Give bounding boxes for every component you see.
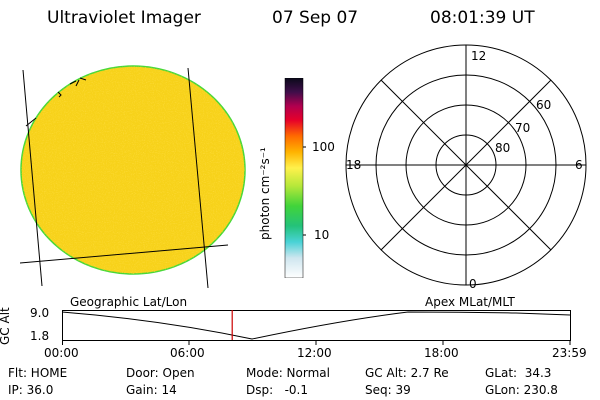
geo-meridian-left (22, 69, 43, 287)
status-gc-alt: GC Alt: 2.7 Re (365, 366, 449, 380)
uv-image-panel[interactable] (20, 58, 260, 290)
time-tick-3: 18:00 (424, 346, 459, 360)
mlt-18: 18 (346, 158, 361, 172)
time-tick-1: 06:00 (170, 346, 205, 360)
time-label: 08:01:39 UT (430, 8, 535, 28)
date-label: 07 Sep 07 (272, 8, 359, 28)
status-gain: Gain: 14 (126, 383, 177, 397)
altitude-curve (62, 311, 571, 340)
mlt-6: 6 (575, 158, 583, 172)
geo-meridian-right (187, 67, 209, 289)
status-glat: GLat: 34.3 (485, 366, 552, 380)
lat-80: 80 (495, 141, 510, 155)
status-glon: GLon: 230.8 (485, 383, 558, 397)
time-tick-4: 23:59 (552, 346, 587, 360)
instrument-title: Ultraviolet Imager (47, 8, 201, 28)
lat-70: 70 (515, 121, 530, 135)
alt-min-label: 1.8 (30, 329, 50, 343)
status-seq: Seq: 39 (365, 383, 411, 397)
status-mode: Mode: Normal (246, 366, 330, 380)
geo-parallel (20, 244, 229, 264)
mlt-0: 0 (469, 277, 477, 291)
mlt-12: 12 (471, 49, 486, 63)
coastline-fragment (57, 77, 87, 98)
status-flt: Flt: HOME (8, 366, 68, 380)
coastline-fragment-2 (25, 117, 37, 127)
colorbar-tick-10: 10 (314, 228, 330, 242)
altitude-timeline[interactable] (62, 306, 572, 346)
alt-max-label: 9.0 (30, 306, 50, 320)
colorbar-unit-label: photon cm⁻²s⁻¹ (258, 147, 272, 240)
status-dsp: Dsp: -0.1 (246, 383, 309, 397)
time-tick-0: 00:00 (44, 346, 79, 360)
gc-alt-axis-label: GC Alt (0, 307, 12, 345)
colorbar (284, 78, 306, 278)
colorbar-tick-100: 100 (312, 140, 335, 154)
geographic-grid-label: Geographic Lat/Lon (70, 295, 188, 309)
time-tick-2: 12:00 (297, 346, 332, 360)
disk-texture (21, 66, 245, 274)
status-ip: IP: 36.0 (8, 383, 54, 397)
polar-plot[interactable]: 12 18 6 0 60 70 80 (330, 40, 600, 300)
apex-grid-label: Apex MLat/MLT (425, 295, 515, 309)
status-door: Door: Open (126, 366, 195, 380)
lat-60: 60 (536, 98, 551, 112)
